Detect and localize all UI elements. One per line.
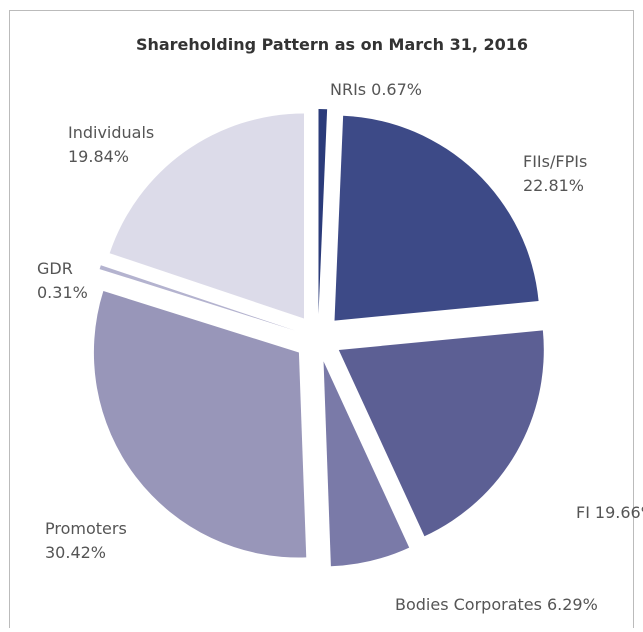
slice-label: NRIs 0.67% xyxy=(330,80,422,99)
pie-slice xyxy=(338,330,544,537)
slice-value: 0.67% xyxy=(371,80,422,99)
pie-slice xyxy=(109,113,304,319)
slice-label: FI 19.66% xyxy=(576,503,643,522)
pie-slice xyxy=(318,109,328,315)
pie-slice xyxy=(99,265,296,331)
slice-name: FIIs/FPIs xyxy=(523,152,587,171)
slice-value: 30.42% xyxy=(45,543,106,562)
slice-name: Promoters xyxy=(45,519,127,538)
slice-value: 6.29% xyxy=(547,595,598,614)
slice-name: Individuals xyxy=(68,123,154,142)
slice-name: FI xyxy=(576,503,590,522)
slice-value: 19.84% xyxy=(68,147,129,166)
slice-value: 22.81% xyxy=(523,176,584,195)
slice-name: GDR xyxy=(37,259,73,278)
slice-label: Bodies Corporates 6.29% xyxy=(395,595,598,614)
slice-value: 19.66% xyxy=(595,503,643,522)
slice-name: NRIs xyxy=(330,80,366,99)
chart-border xyxy=(9,10,634,632)
pie-slice xyxy=(323,361,410,567)
pie-slice xyxy=(334,115,539,321)
pie-slice xyxy=(93,291,307,558)
slice-value: 0.31% xyxy=(37,283,88,302)
slice-name: Bodies Corporates xyxy=(395,595,542,614)
chart-title: Shareholding Pattern as on March 31, 201… xyxy=(136,35,528,54)
